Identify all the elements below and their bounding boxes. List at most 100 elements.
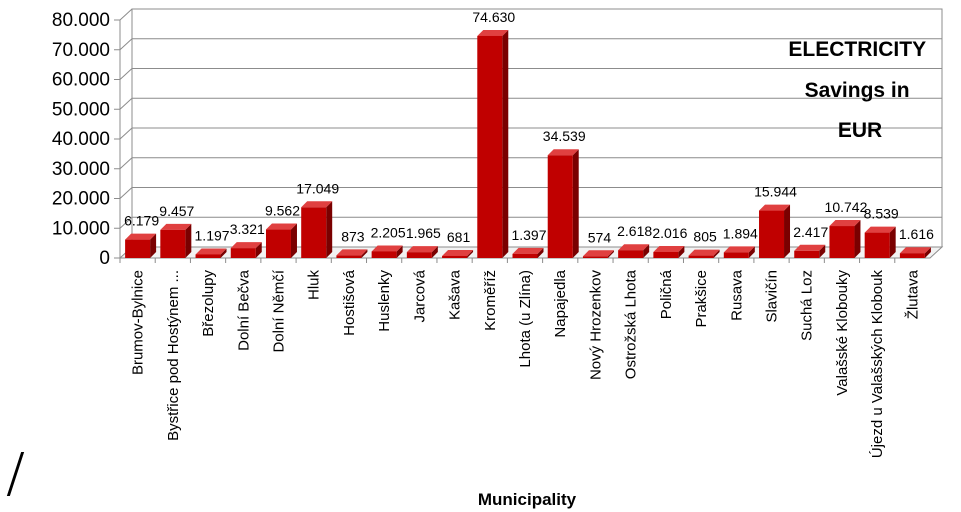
bar-top <box>301 201 333 208</box>
bar <box>864 226 896 258</box>
bar <box>512 247 544 258</box>
data-label: 9.457 <box>159 203 194 219</box>
bar <box>618 244 650 258</box>
bar <box>794 244 826 258</box>
gridline <box>119 216 942 229</box>
bar <box>336 249 368 258</box>
bar <box>230 242 262 258</box>
data-label: 10.742 <box>825 199 868 215</box>
bar-front <box>442 255 468 258</box>
data-label: 1.894 <box>723 225 758 241</box>
bar-front <box>864 232 890 258</box>
bar-front <box>512 253 538 258</box>
x-tick-label: Brumov-Bylnice <box>130 270 147 375</box>
bar-top <box>794 244 826 251</box>
bar-side <box>854 220 861 258</box>
bar-front <box>899 253 925 258</box>
bar-front <box>547 155 573 258</box>
bar-top <box>442 249 474 256</box>
bar-front <box>759 210 785 258</box>
bar-top <box>195 248 227 255</box>
bar-front <box>582 256 608 258</box>
bar-side <box>713 249 720 258</box>
bar <box>723 246 755 258</box>
bar-side <box>185 223 192 258</box>
data-label: 681 <box>447 229 471 245</box>
bar-side <box>924 247 931 258</box>
x-tick-label: Jarcová <box>411 269 428 322</box>
bar-side <box>502 29 509 258</box>
gridline <box>119 68 942 80</box>
bar <box>301 201 333 258</box>
bar-top <box>336 249 368 256</box>
data-label: 3.321 <box>230 221 265 237</box>
bar-front <box>125 239 151 258</box>
x-tick-label: Poličná <box>658 269 675 319</box>
bar-side <box>572 149 579 258</box>
bar-front <box>653 252 679 258</box>
chart-title-line-2: Savings in <box>805 79 910 102</box>
data-label: 574 <box>588 229 612 245</box>
y-tick-label: 20.000 <box>52 189 110 210</box>
bar <box>688 249 720 258</box>
bar <box>406 246 438 258</box>
x-tick-label: Březolupy <box>200 270 217 337</box>
bar-front <box>230 248 256 258</box>
x-tick-label: Huslenky <box>376 270 393 332</box>
y-tick-label: 50.000 <box>52 99 110 120</box>
bar-side <box>150 233 157 258</box>
bar-top <box>759 204 791 211</box>
data-label: 74.630 <box>472 9 515 25</box>
data-label: 2.016 <box>652 225 687 241</box>
x-tick-label: Valašské Klobouky <box>834 270 851 396</box>
bar-side <box>467 249 474 258</box>
y-tick-label: 40.000 <box>52 129 110 150</box>
bar-top <box>230 242 262 249</box>
bar-top <box>265 223 297 230</box>
bar-side <box>255 242 262 258</box>
x-tick-label: Nový Hrozenkov <box>587 270 604 381</box>
bar-front <box>688 255 714 258</box>
gridline <box>119 127 942 140</box>
y-tick-label: 30.000 <box>52 159 110 180</box>
bar <box>160 223 192 258</box>
x-tick-label: Újezd u Valašských Klobouk <box>869 270 886 459</box>
data-label: 1.965 <box>406 225 441 241</box>
data-label: 873 <box>341 228 365 244</box>
data-label: 1.397 <box>511 227 546 243</box>
x-tick-label: Lhota (u Zlína) <box>517 270 534 368</box>
bar-top <box>406 246 438 253</box>
bar-top <box>829 220 861 227</box>
data-label: 2.618 <box>617 223 652 239</box>
bar <box>759 204 791 258</box>
chart-title: ELECTRICITY Savings in EUR <box>788 38 931 142</box>
bar-side <box>326 201 333 258</box>
bar <box>829 220 861 258</box>
x-tick-label: Dolní Bečva <box>235 269 252 351</box>
x-tick-label: Prakšice <box>693 270 710 328</box>
bar-front <box>371 251 397 258</box>
gridline <box>119 8 942 21</box>
bar <box>442 249 474 258</box>
x-tick-label: Kašava <box>447 269 464 320</box>
gridline <box>119 187 942 199</box>
bar <box>547 149 579 258</box>
bar-side <box>819 244 826 258</box>
data-label: 805 <box>693 229 717 245</box>
x-tick-label: Suchá Loz <box>799 270 816 341</box>
bar-side <box>784 204 791 258</box>
y-tick-label: 0 <box>99 248 110 269</box>
bar <box>265 223 297 258</box>
gridline <box>119 157 942 170</box>
bar-top <box>160 223 192 230</box>
bar-front <box>160 229 186 258</box>
bar-top <box>899 247 931 254</box>
bar-top <box>618 244 650 251</box>
data-label: 8.539 <box>864 206 899 222</box>
x-tick-label: Kroměříž <box>482 270 499 331</box>
bar <box>899 247 931 258</box>
bar-side <box>889 226 896 258</box>
bar-front <box>477 35 503 258</box>
gridline <box>119 38 942 51</box>
